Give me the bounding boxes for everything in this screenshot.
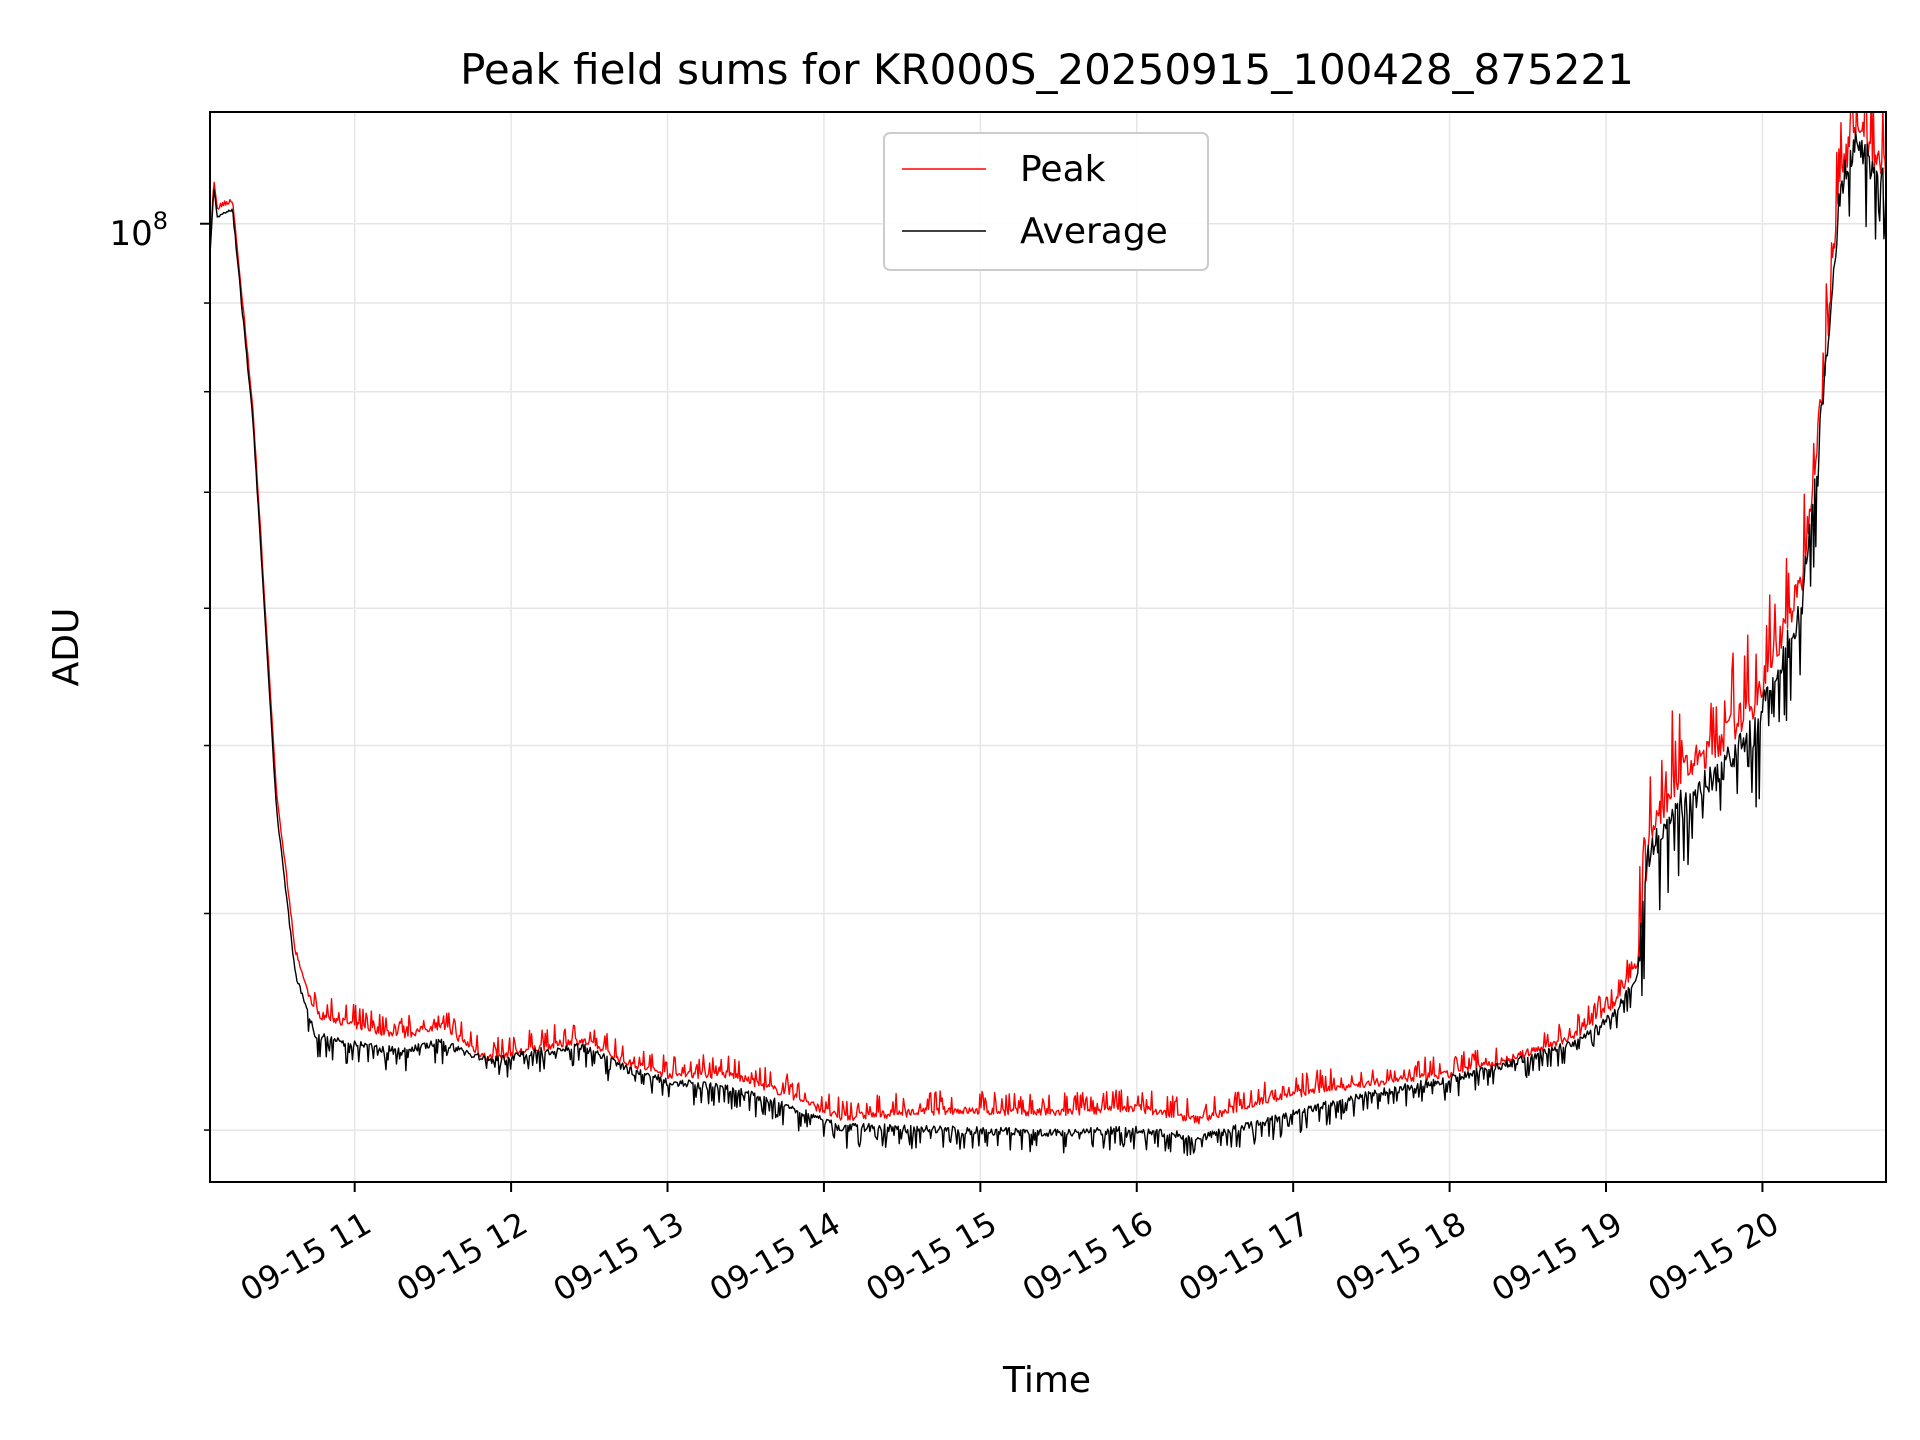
y-tick-label-1e8: 108 bbox=[109, 207, 168, 254]
grid bbox=[210, 112, 1886, 1182]
legend: Peak Average bbox=[883, 132, 1209, 271]
series-layer bbox=[210, 112, 1886, 1157]
y-axis-ticks bbox=[200, 222, 210, 1131]
chart-title: Peak field sums for KR000S_20250915_1004… bbox=[460, 45, 1634, 94]
series-line-average bbox=[210, 130, 1886, 1157]
y-tick-exponent: 8 bbox=[153, 207, 168, 235]
legend-label-peak: Peak bbox=[1020, 149, 1106, 190]
legend-box bbox=[883, 132, 1209, 271]
y-major-tick-label: 108 bbox=[109, 207, 168, 254]
plot-frame bbox=[209, 111, 1887, 1183]
x-axis-label: Time bbox=[1002, 1360, 1091, 1401]
legend-label-average: Average bbox=[1020, 211, 1168, 252]
series-line-peak bbox=[210, 112, 1886, 1125]
y-tick-base: 10 bbox=[109, 214, 152, 254]
y-axis-label: ADU bbox=[46, 608, 87, 687]
